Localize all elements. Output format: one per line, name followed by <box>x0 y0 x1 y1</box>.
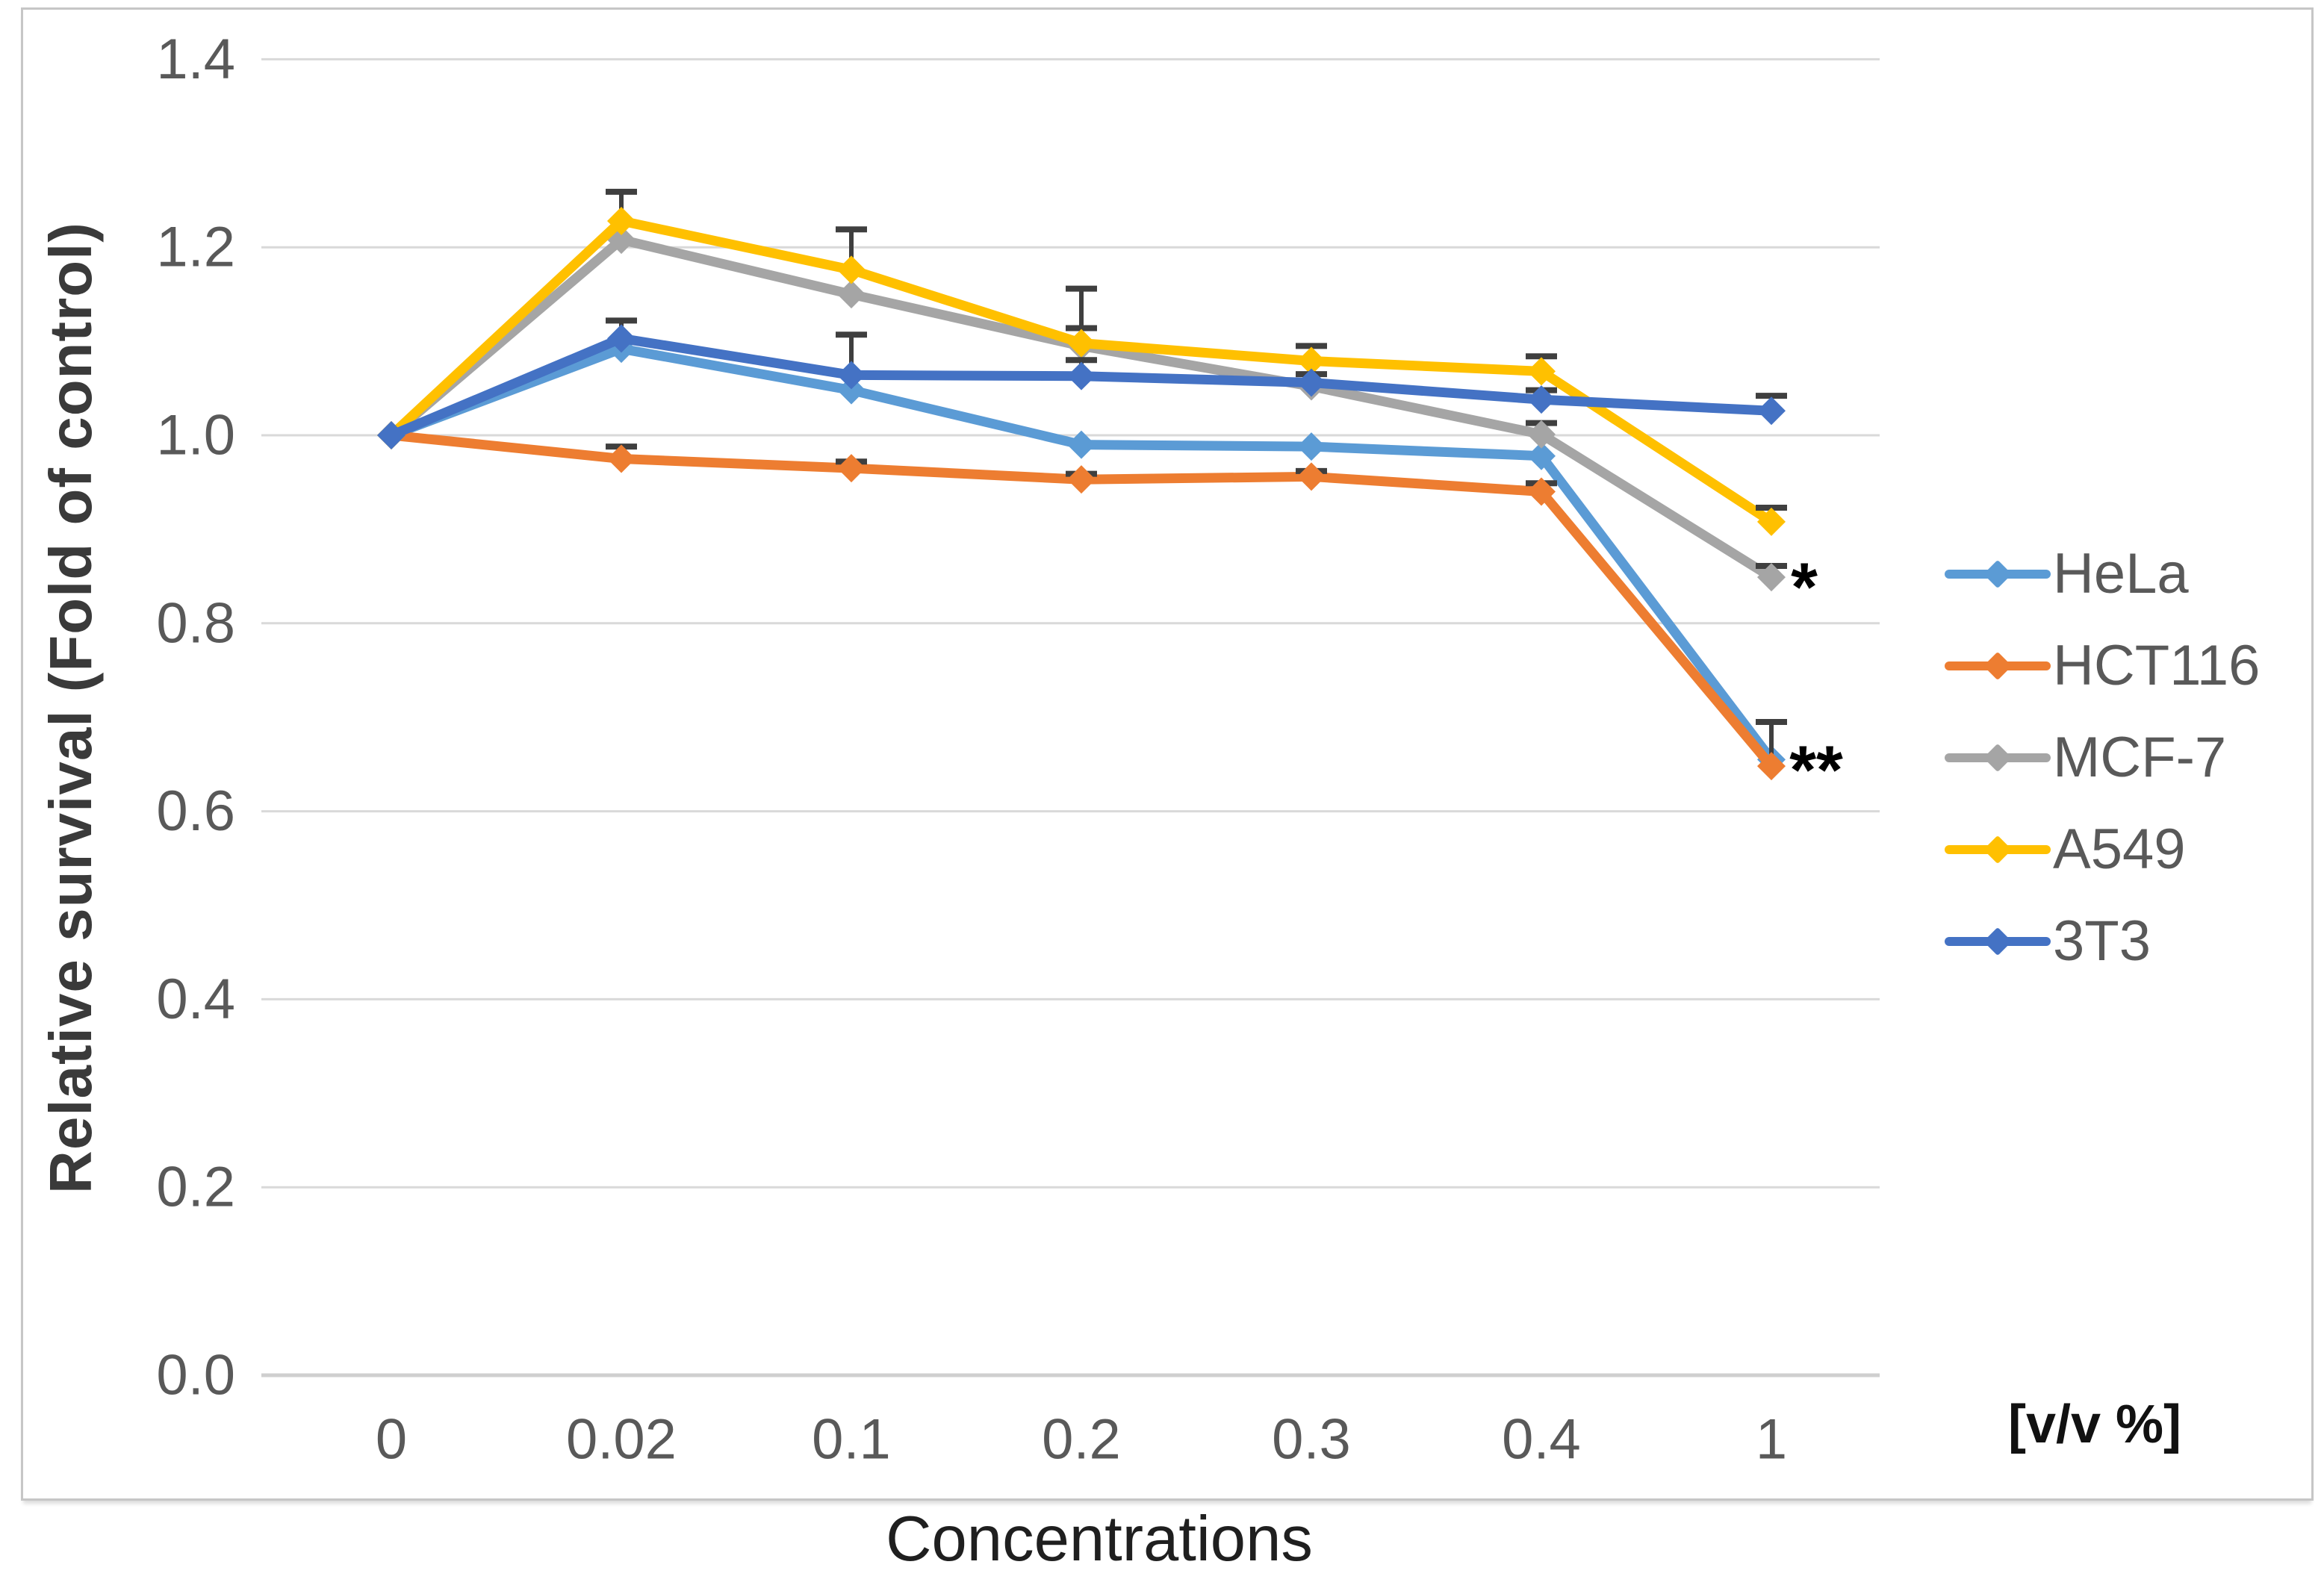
legend-label: 3T3 <box>2053 909 2151 973</box>
legend: HeLa HCT116 MCF-7 A549 3T3 <box>1945 528 2260 987</box>
legend-line-marker-icon <box>1945 651 2051 680</box>
legend-item-MCF-7: MCF-7 <box>1945 712 2260 803</box>
data-point-marker <box>837 280 866 309</box>
y-tick-labels: 0.0 0.2 0.4 0.6 0.8 1.0 1.2 1.4 <box>156 28 235 1407</box>
x-axis-unit-label: [v/v %] <box>2007 1395 2182 1454</box>
data-point-marker <box>1527 477 1556 506</box>
data-point-marker <box>1527 420 1556 449</box>
data-point-marker <box>1067 361 1096 390</box>
data-point-marker <box>1527 441 1556 470</box>
x-axis-title: Concentrations <box>886 1504 1313 1575</box>
y-tick-label: 1.4 <box>156 28 235 91</box>
x-tick-label: 0 <box>376 1408 407 1472</box>
significance-star-mcf7: * <box>1791 550 1818 626</box>
legend-item-A549: A549 <box>1945 803 2260 895</box>
x-tick-label: 1 <box>1756 1408 1787 1472</box>
legend-label: A549 <box>2053 818 2186 881</box>
data-point-marker <box>1297 368 1326 397</box>
x-tick-label: 0.02 <box>566 1408 677 1472</box>
legend-line-marker-icon <box>1945 927 2051 956</box>
legend-line-marker-icon <box>1945 835 2051 864</box>
y-tick-label: 0.4 <box>156 968 235 1031</box>
data-point-marker <box>1297 346 1326 376</box>
legend-diamond-icon <box>1983 559 2013 588</box>
data-point-marker <box>1757 563 1786 592</box>
legend-line-marker-icon <box>1945 559 2051 588</box>
significance-stars-hct116: ** <box>1789 732 1843 809</box>
data-point-marker <box>837 454 866 483</box>
x-tick-label: 0.3 <box>1272 1408 1351 1472</box>
data-point-marker <box>1527 357 1556 386</box>
y-tick-label: 0.8 <box>156 591 235 655</box>
x-tick-label: 0.2 <box>1042 1408 1121 1472</box>
data-point-marker <box>1067 329 1096 358</box>
x-tick-label: 0.4 <box>1502 1408 1581 1472</box>
series-layer <box>377 188 1787 781</box>
legend-item-3T3: 3T3 <box>1945 895 2260 987</box>
data-point-marker <box>1757 507 1786 536</box>
gridlines <box>261 57 1880 1377</box>
data-point-marker <box>1067 430 1096 459</box>
data-point-marker <box>1757 396 1786 426</box>
x-tick-labels: 0 0.02 0.1 0.2 0.3 0.4 1 <box>376 1408 1787 1472</box>
data-point-marker <box>1527 385 1556 414</box>
data-point-marker <box>1297 462 1326 491</box>
legend-label: MCF-7 <box>2053 726 2227 789</box>
data-point-marker <box>1297 432 1326 461</box>
series-line <box>386 343 1777 765</box>
chart-figure-frame <box>21 7 2314 1501</box>
legend-item-HCT116: HCT116 <box>1945 620 2260 712</box>
data-point-marker <box>837 255 866 284</box>
data-point-marker <box>837 376 866 405</box>
legend-label: HeLa <box>2053 542 2189 605</box>
series-A549 <box>377 188 1787 536</box>
data-point-marker <box>607 444 636 473</box>
data-point-marker <box>837 361 866 390</box>
legend-diamond-icon <box>1983 743 2013 772</box>
y-tick-label: 1.2 <box>156 216 235 279</box>
y-axis-title: Relative survival (Fold of control) <box>37 222 104 1194</box>
legend-line-marker-icon <box>1945 743 2051 772</box>
y-tick-label: 0.2 <box>156 1156 235 1219</box>
legend-diamond-icon <box>1983 835 2013 864</box>
data-point-marker <box>1067 465 1096 494</box>
legend-item-HeLa: HeLa <box>1945 528 2260 620</box>
legend-diamond-icon <box>1983 927 2013 956</box>
series-HCT116 <box>377 421 1787 781</box>
y-tick-label: 0.0 <box>156 1344 235 1407</box>
y-tick-label: 0.6 <box>156 779 235 843</box>
data-point-marker <box>1757 752 1786 781</box>
data-point-marker <box>377 421 406 449</box>
legend-label: HCT116 <box>2053 634 2261 697</box>
data-point-marker <box>607 324 636 353</box>
x-tick-label: 0.1 <box>812 1408 891 1472</box>
y-tick-label: 1.0 <box>156 404 235 467</box>
series-3T3 <box>377 317 1787 449</box>
data-point-marker <box>607 206 636 235</box>
legend-diamond-icon <box>1983 651 2013 680</box>
